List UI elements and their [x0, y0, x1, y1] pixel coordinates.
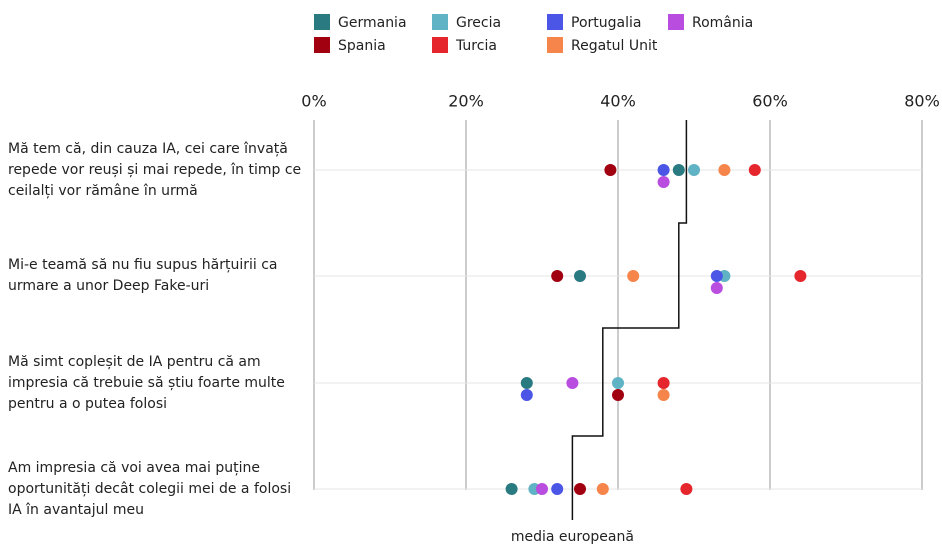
legend-label: Portugalia [571, 15, 641, 31]
x-tick-label: 40% [600, 92, 636, 111]
legend-swatch [314, 14, 330, 30]
x-tick-label: 20% [448, 92, 484, 111]
dot [657, 389, 670, 401]
legend-label: Grecia [456, 15, 501, 31]
dot [536, 483, 548, 495]
dot [566, 377, 579, 389]
dot [612, 377, 624, 389]
dot [604, 164, 617, 176]
dot [657, 164, 670, 176]
dot [505, 483, 518, 495]
legend-swatch [432, 14, 448, 30]
dot [551, 270, 564, 282]
x-tick-label: 80% [904, 92, 940, 111]
category-label: Am impresia că voi avea mai puține oport… [8, 459, 292, 518]
dot [612, 389, 624, 401]
category-label: Mă simt copleșit de IA pentru că am impr… [8, 353, 285, 412]
dot [710, 282, 723, 294]
dot [520, 377, 533, 389]
dot [710, 270, 723, 282]
x-tick-label: 0% [301, 92, 326, 111]
dot [596, 483, 609, 495]
legend-swatch [432, 37, 448, 53]
x-tick-label: 60% [752, 92, 788, 111]
dot [657, 377, 670, 389]
legend-label: Spania [338, 38, 386, 54]
category-label: Mi-e teamă să nu fiu supus hărțuirii ca … [8, 257, 278, 294]
legend-label: Turcia [455, 38, 497, 54]
average-label: media europeană [511, 529, 634, 545]
dot [718, 164, 731, 176]
dot [794, 270, 807, 282]
dot [657, 176, 670, 188]
dot [520, 389, 533, 401]
legend-swatch [668, 14, 684, 30]
dot [551, 483, 564, 495]
dot [672, 164, 685, 176]
dot [748, 164, 761, 176]
dot [688, 164, 700, 176]
category-label: Mă tem că, din cauza IA, cei care învață… [8, 140, 302, 199]
dot [627, 270, 640, 282]
legend-swatch [547, 37, 563, 53]
legend-label: Germania [338, 15, 407, 31]
dot [574, 483, 586, 495]
legend-swatch [547, 14, 563, 30]
legend-label: Regatul Unit [571, 38, 658, 54]
dot [574, 270, 586, 282]
dot [680, 483, 693, 495]
legend-swatch [314, 37, 330, 53]
legend-label: România [692, 15, 753, 31]
average-line [571, 120, 688, 520]
